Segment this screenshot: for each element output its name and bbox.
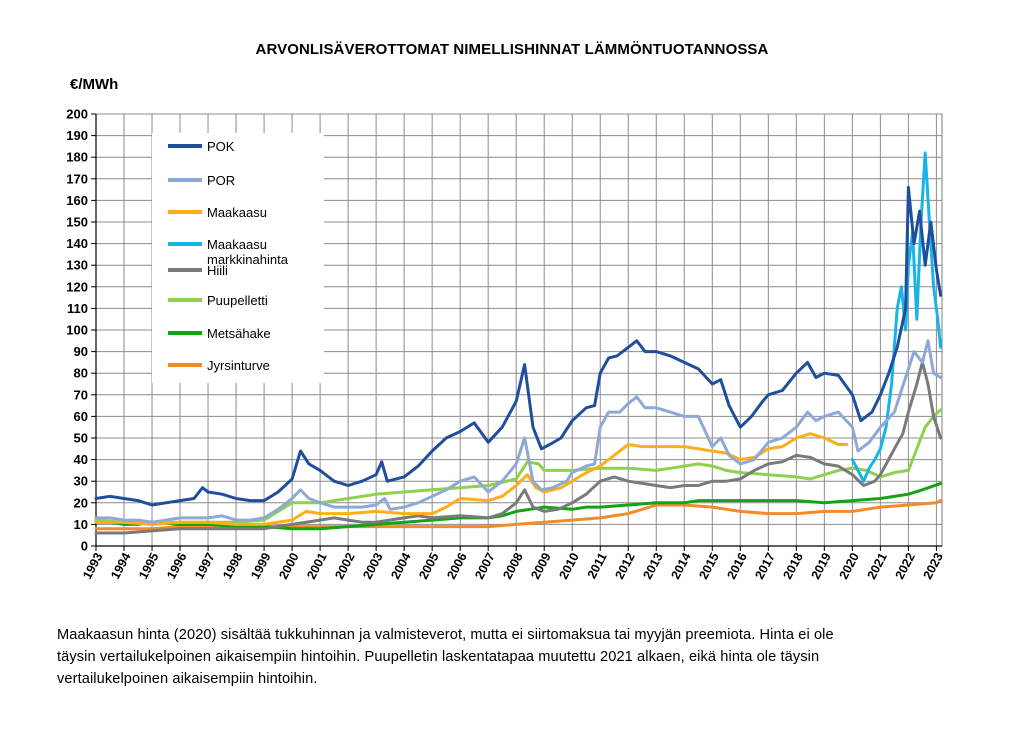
- legend-label: Maakaasu: [207, 237, 267, 252]
- x-tick-label: 2012: [612, 550, 637, 581]
- y-axis-label: €/MWh: [70, 76, 119, 93]
- x-tick-label: 2006: [444, 550, 469, 581]
- x-tick-label: 2001: [304, 550, 329, 581]
- y-tick-label: 40: [74, 452, 88, 467]
- x-tick-label: 2005: [416, 550, 441, 581]
- y-axis-ticks: 0 10 20 30 40 50 60 70 80 90 100 110 120 130 140 150 160…: [66, 107, 96, 554]
- x-tick-label: 1994: [108, 550, 133, 581]
- series-line-pok: [94, 185, 943, 507]
- y-tick-label: 20: [74, 495, 88, 510]
- y-tick-label: 0: [81, 539, 88, 554]
- x-tick-label: 2021: [865, 550, 890, 581]
- chart-title: ARVONLISÄVEROTTOMAT NIMELLISHINNAT LÄMMÖ…: [255, 41, 769, 58]
- footnote-line-1: Maakaasun hinta (2020) sisältää tukkuhin…: [57, 627, 834, 643]
- y-tick-label: 130: [66, 258, 88, 273]
- y-tick-label: 110: [67, 301, 88, 316]
- x-tick-label: 1997: [192, 550, 217, 581]
- y-tick-label: 60: [74, 409, 88, 424]
- x-tick-label: 2018: [780, 550, 805, 581]
- legend-label: Puupelletti: [207, 293, 268, 308]
- x-tick-label: 1998: [220, 550, 245, 581]
- x-tick-label: 2023: [921, 550, 946, 581]
- legend-box: [152, 133, 324, 383]
- x-tick-label: 2002: [332, 550, 357, 581]
- legend-label: POR: [207, 173, 235, 188]
- y-tick-label: 190: [66, 128, 88, 143]
- x-tick-label: 2008: [500, 550, 525, 581]
- y-tick-label: 140: [66, 236, 88, 251]
- x-tick-label: 2003: [360, 550, 385, 581]
- legend-label: Hiili: [207, 263, 228, 278]
- x-tick-label: 2020: [836, 550, 861, 581]
- series-line-metsähake: [94, 481, 943, 531]
- y-tick-label: 200: [66, 107, 88, 122]
- x-tick-label: 2017: [752, 550, 777, 581]
- x-tick-label: 1995: [136, 550, 161, 581]
- x-tick-label: 2010: [556, 550, 581, 581]
- y-tick-label: 10: [74, 517, 88, 532]
- y-tick-label: 150: [66, 215, 88, 230]
- x-tick-label: 2004: [388, 550, 413, 581]
- x-tick-label: 2016: [724, 550, 749, 581]
- y-tick-label: 120: [66, 279, 88, 294]
- x-tick-label: 2014: [668, 550, 693, 581]
- series-line-hiili: [94, 360, 943, 535]
- x-tick-label: 2013: [640, 550, 665, 581]
- y-tick-label: 30: [74, 474, 88, 489]
- y-tick-label: 160: [66, 193, 88, 208]
- x-tick-label: 2022: [893, 550, 918, 581]
- series-lines: [94, 151, 943, 535]
- series-line-maakaasu-markkinahinta: [850, 151, 943, 483]
- footnote: Maakaasun hinta (2020) sisältää tukkuhin…: [57, 624, 987, 690]
- x-tick-label: 1999: [248, 550, 273, 581]
- x-tick-label: 2015: [696, 550, 721, 581]
- y-tick-label: 170: [66, 171, 88, 186]
- footnote-line-3: vertailukelpoinen aikaisempiin hintoihin…: [57, 671, 318, 687]
- legend: POKPORMaakaasuMaakaasumarkkinahintaHiili…: [152, 133, 324, 383]
- footnote-line-2: täysin vertailukelpoinen aikaisempiin hi…: [57, 649, 820, 665]
- x-axis-ticks: 1993 1994 1995 1996 1997 1998 1999 2000 2001 2002…: [80, 546, 946, 582]
- legend-label: Jyrsinturve: [207, 358, 270, 373]
- y-tick-label: 70: [74, 387, 88, 402]
- x-tick-label: 1993: [80, 550, 105, 581]
- series-line-por: [94, 339, 943, 524]
- x-tick-label: 2000: [276, 550, 301, 581]
- y-tick-label: 100: [66, 323, 88, 338]
- legend-label: Maakaasu: [207, 205, 267, 220]
- y-tick-label: 180: [66, 150, 88, 165]
- y-tick-label: 90: [74, 344, 88, 359]
- legend-label-cont: markkinahinta: [207, 252, 289, 267]
- line-chart: 0 10 20 30 40 50 60 70 80 90 100 110 120 130 140 150 160…: [66, 107, 946, 582]
- series-line-maakaasu: [94, 432, 849, 526]
- legend-label: POK: [207, 139, 235, 154]
- x-tick-label: 2011: [585, 550, 610, 581]
- x-tick-label: 1996: [164, 550, 189, 581]
- legend-label: Metsähake: [207, 326, 271, 341]
- y-tick-label: 50: [74, 431, 88, 446]
- y-tick-label: 80: [74, 366, 88, 381]
- x-tick-label: 2009: [528, 550, 553, 581]
- x-tick-label: 2019: [808, 550, 833, 581]
- x-tick-label: 2007: [472, 550, 497, 581]
